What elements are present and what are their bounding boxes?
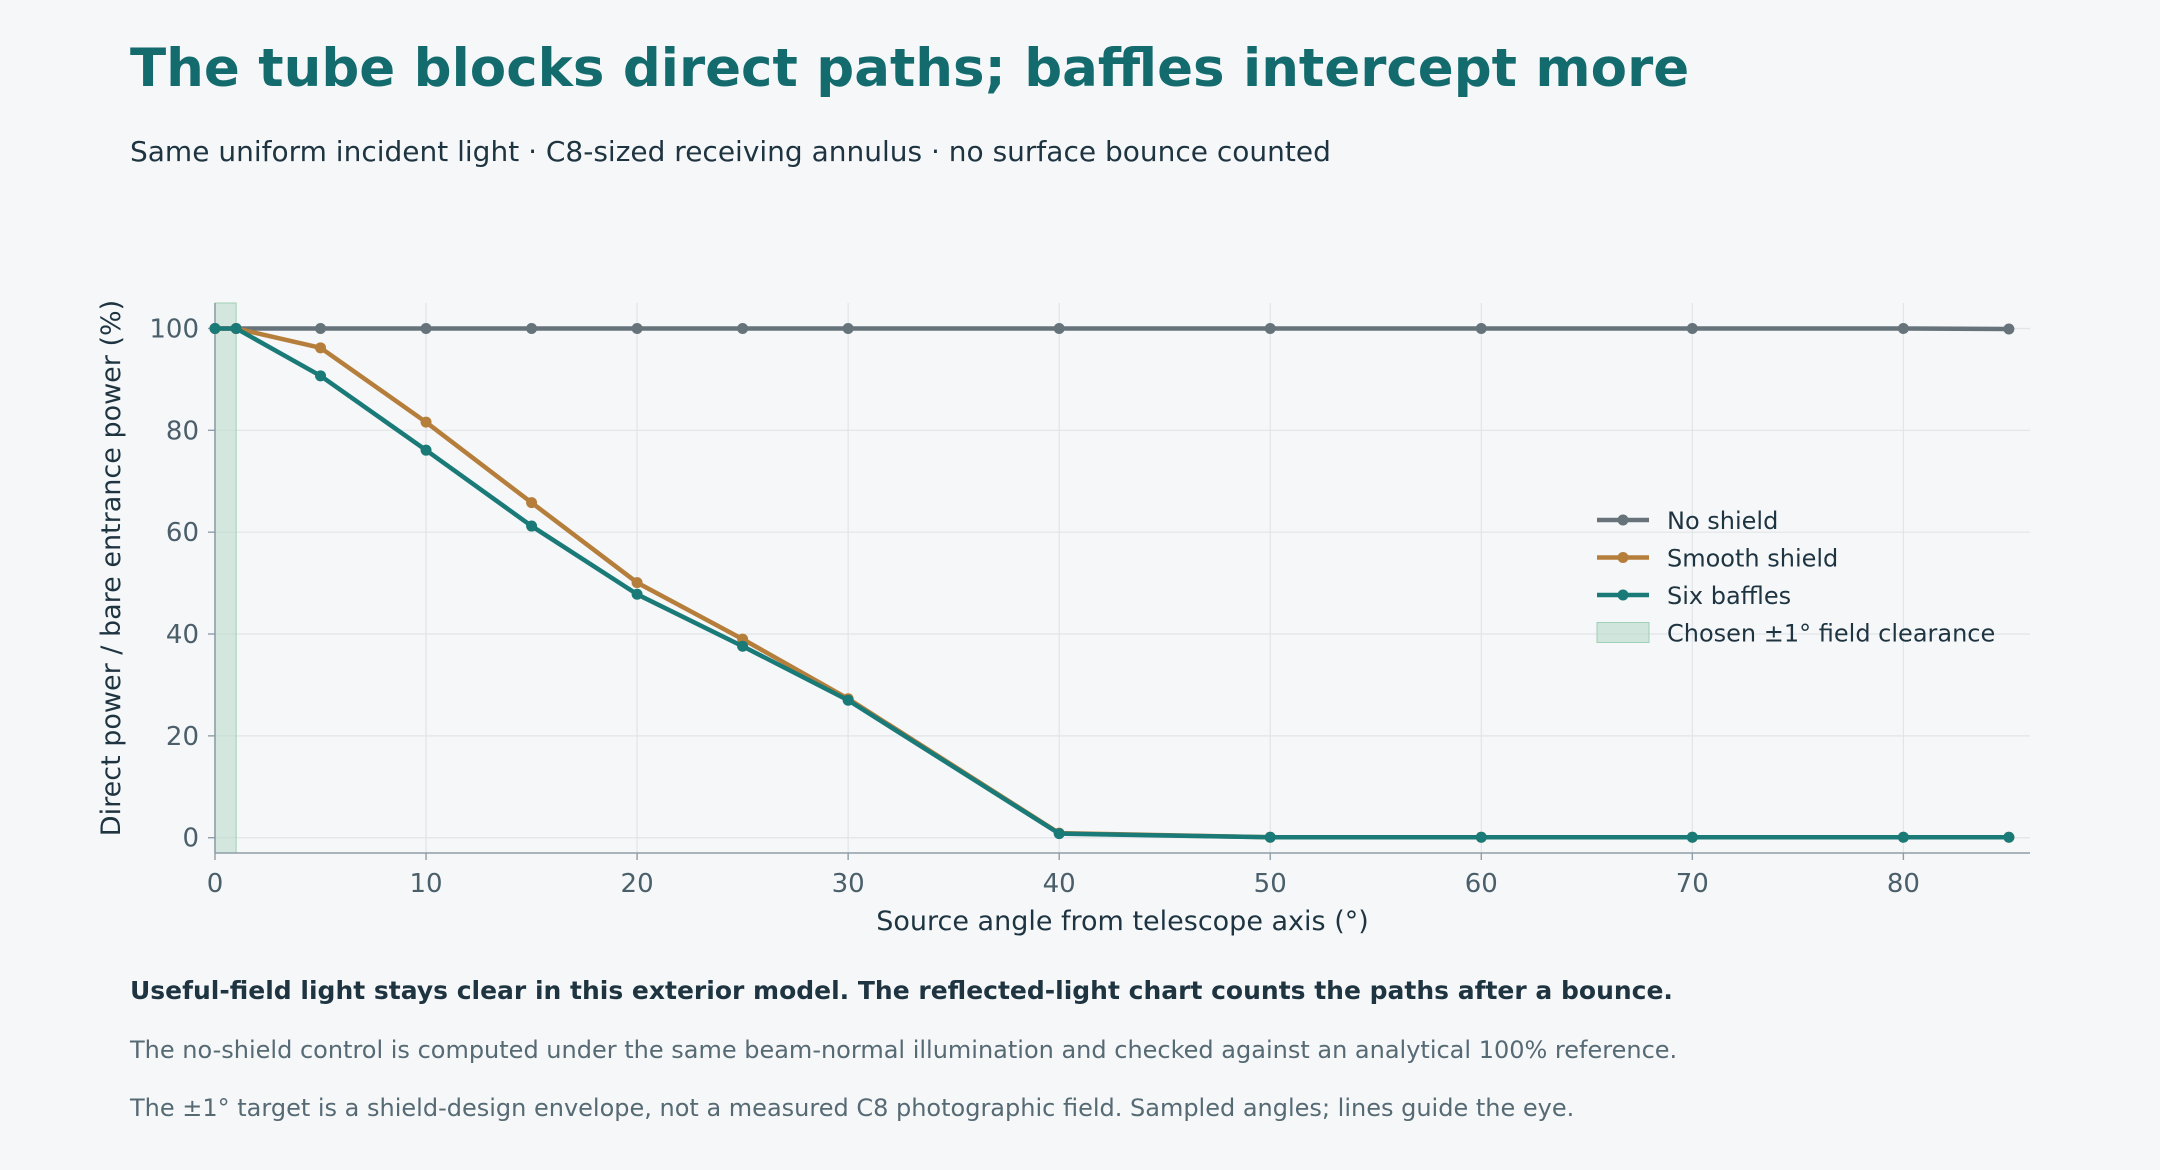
data-point <box>315 370 327 382</box>
data-point <box>209 322 221 334</box>
data-point <box>737 640 749 652</box>
legend-swatch-marker <box>1617 589 1629 601</box>
x-tick-label: 0 <box>207 869 224 899</box>
x-tick-label: 80 <box>1887 869 1920 899</box>
series-lines <box>209 322 2015 843</box>
series-line <box>212 326 2012 332</box>
y-axis-label: Direct power / bare entrance power (%) <box>96 300 127 836</box>
axes <box>208 303 2030 860</box>
data-point <box>1897 831 1909 843</box>
data-point <box>737 322 749 334</box>
x-tick-label: 40 <box>1043 869 1076 899</box>
note-target: The ±1° target is a shield-design envelo… <box>130 1094 1575 1122</box>
data-point <box>315 342 327 354</box>
legend-swatch-band <box>1596 622 1650 643</box>
legend-swatch-marker <box>1617 552 1629 563</box>
data-point <box>631 588 643 600</box>
legend-item: Six baffles <box>1597 582 1791 610</box>
y-tick-label: 20 <box>166 722 199 752</box>
y-tick-label: 0 <box>182 824 199 854</box>
data-point <box>526 497 538 509</box>
data-point <box>315 322 327 334</box>
series-no-shield <box>209 322 2015 335</box>
data-point <box>1475 322 1487 334</box>
chart-subtitle: Same uniform incident light · C8-sized r… <box>130 135 1331 168</box>
data-point <box>842 322 854 334</box>
legend-label: Chosen ±1° field clearance <box>1667 620 1995 648</box>
data-point <box>1897 322 1909 334</box>
data-point <box>2003 831 2015 843</box>
tick-labels: 0 10 20 30 40 50 60 70 80 0 20 40 60 80 100 <box>149 314 1920 899</box>
x-axis-label: Source angle from telescope axis (°) <box>876 906 1369 937</box>
x-tick-label: 50 <box>1254 869 1287 899</box>
y-tick-label: 40 <box>166 620 199 650</box>
x-tick-label: 60 <box>1465 869 1498 899</box>
legend-label: Six baffles <box>1667 582 1791 610</box>
data-point <box>631 577 643 589</box>
y-tick-label: 60 <box>166 518 199 548</box>
x-tick-label: 20 <box>621 869 654 899</box>
data-point <box>1264 831 1276 843</box>
legend-label: Smooth shield <box>1667 545 1838 573</box>
data-point <box>230 322 242 334</box>
data-point <box>420 416 432 428</box>
x-tick-label: 10 <box>409 869 442 899</box>
data-point <box>526 520 538 532</box>
legend-item: Smooth shield <box>1597 545 1838 573</box>
legend-swatch-marker <box>1617 514 1629 526</box>
y-tick-label: 100 <box>149 314 199 344</box>
grid-lines <box>214 303 2030 853</box>
series-line <box>212 326 2012 840</box>
data-point <box>1264 322 1276 334</box>
data-point <box>420 322 432 334</box>
series-six-baffles <box>209 322 2015 843</box>
data-point <box>1053 322 1065 334</box>
y-tick-label: 80 <box>166 416 199 446</box>
data-point <box>1686 831 1698 843</box>
data-point <box>2003 323 2015 335</box>
field-clearance-band <box>214 302 237 854</box>
field-clearance-rect <box>214 302 237 854</box>
x-tick-label: 70 <box>1676 869 1709 899</box>
data-point <box>842 694 854 706</box>
data-point <box>420 444 432 456</box>
legend-item: Chosen ±1° field clearance <box>1596 620 1995 648</box>
data-point <box>631 322 643 334</box>
data-point <box>526 322 538 334</box>
legend-item: No shield <box>1597 507 1778 535</box>
legend-label: No shield <box>1667 507 1778 535</box>
legend: No shield Smooth shield Six baffles Chosen … <box>1596 507 1995 648</box>
data-point <box>1686 322 1698 334</box>
note-bold: Useful-field light stays clear in this e… <box>130 976 1673 1005</box>
note-control: The no-shield control is computed under … <box>130 1036 1678 1064</box>
data-point <box>1053 828 1065 840</box>
x-tick-label: 30 <box>832 869 865 899</box>
data-point <box>1475 831 1487 843</box>
chart-title: The tube blocks direct paths; baffles in… <box>130 38 1690 99</box>
